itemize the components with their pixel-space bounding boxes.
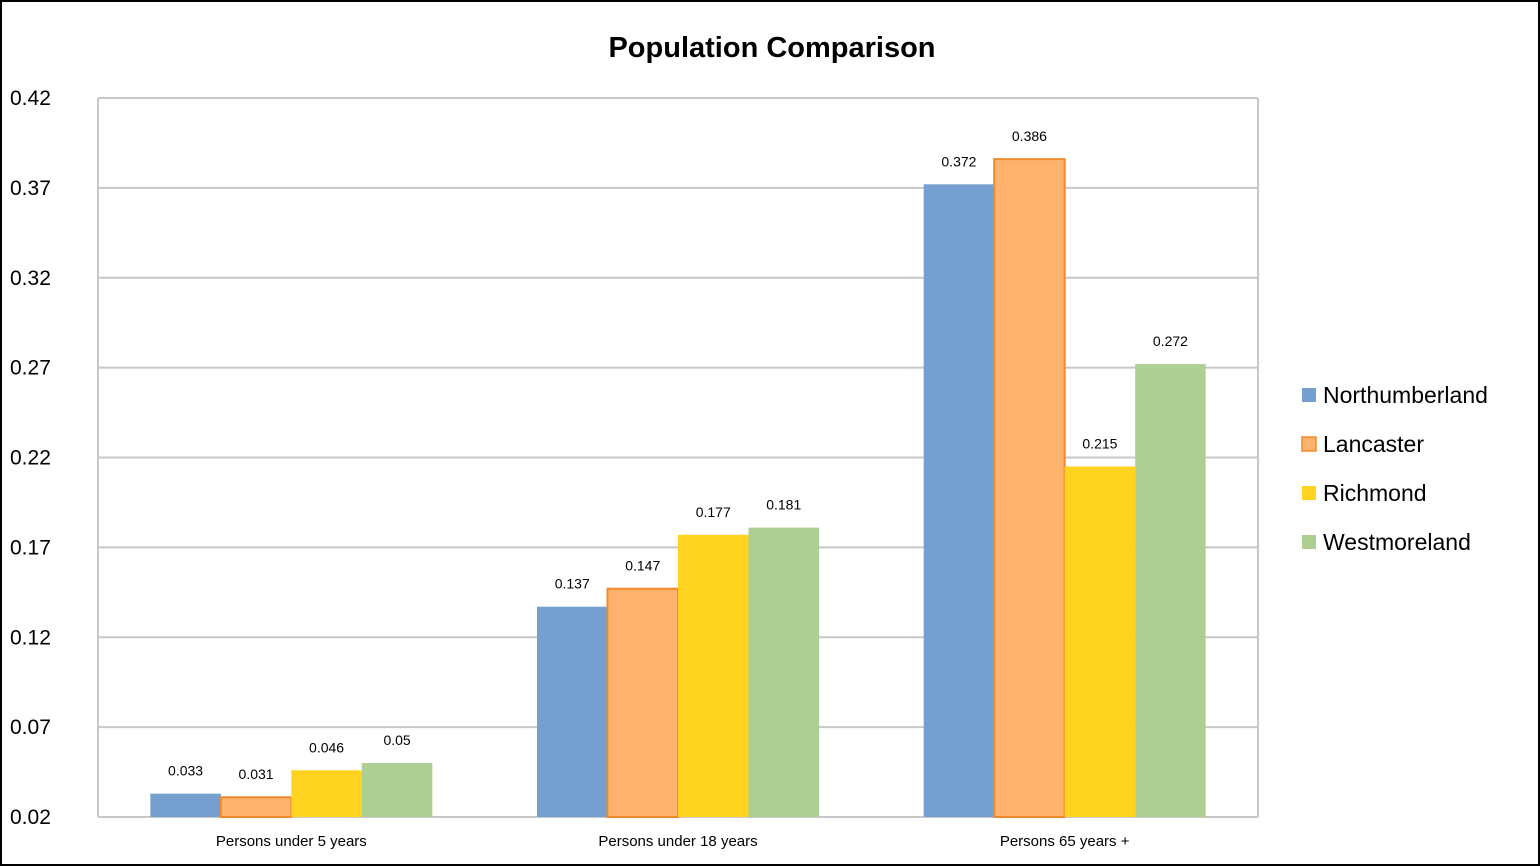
data-labels: 0.033 0.031 0.046 0.05 0.137 0.147 0.177 0.181 0… xyxy=(168,128,1188,782)
bars xyxy=(150,158,1206,819)
legend-swatch-northumberland xyxy=(1302,388,1316,402)
bar-westmoreland xyxy=(1135,364,1206,817)
x-axis-ticks: Persons under 5 years Persons under 18 ye… xyxy=(216,833,1130,850)
y-tick-label: 0.37 xyxy=(10,177,51,200)
legend-label-westmoreland: Westmoreland xyxy=(1323,529,1471,555)
chart-title: Population Comparison xyxy=(608,32,935,64)
y-tick-label: 0.42 xyxy=(10,87,51,110)
legend-swatch-westmoreland xyxy=(1302,535,1316,549)
y-tick-label: 0.27 xyxy=(10,357,51,380)
bar-richmond xyxy=(291,770,362,817)
y-tick-label: 0.12 xyxy=(10,626,51,649)
x-tick-label: Persons under 5 years xyxy=(216,833,367,850)
bar-westmoreland xyxy=(361,763,433,817)
data-label: 0.147 xyxy=(625,558,660,574)
bar-lancaster xyxy=(219,796,293,818)
legend-swatch-lancaster xyxy=(1301,436,1317,452)
data-label: 0.181 xyxy=(766,497,801,513)
bar-westmoreland xyxy=(748,527,819,817)
x-tick-label: Persons under 18 years xyxy=(598,833,757,850)
data-label: 0.372 xyxy=(941,153,976,169)
legend-label-richmond: Richmond xyxy=(1323,480,1427,506)
data-label: 0.177 xyxy=(696,504,731,520)
data-label: 0.215 xyxy=(1082,435,1117,451)
legend-label-northumberland: Northumberland xyxy=(1323,382,1488,408)
legend-label-lancaster: Lancaster xyxy=(1323,431,1424,457)
legend-swatch-richmond xyxy=(1302,486,1316,500)
y-tick-label: 0.02 xyxy=(10,806,51,829)
legend: Northumberland Lancaster Richmond Westmorel… xyxy=(1301,382,1488,555)
bar-lancaster xyxy=(993,158,1066,819)
bar-northumberland xyxy=(923,184,995,817)
y-tick-label: 0.32 xyxy=(10,267,51,290)
x-tick-label: Persons 65 years + xyxy=(1000,833,1130,850)
data-label: 0.272 xyxy=(1153,333,1188,349)
bar-northumberland xyxy=(150,793,221,817)
y-tick-label: 0.22 xyxy=(10,447,51,470)
data-label: 0.137 xyxy=(555,576,590,592)
y-axis-ticks: 0.02 0.07 0.12 0.17 0.22 0.27 0.32 0.37 0.42 xyxy=(10,87,51,829)
y-tick-label: 0.07 xyxy=(10,716,51,739)
bar-richmond xyxy=(678,534,749,817)
bar-richmond xyxy=(1064,466,1136,817)
bar-lancaster xyxy=(606,587,679,819)
data-label: 0.031 xyxy=(239,766,274,782)
data-label: 0.033 xyxy=(168,763,203,779)
y-tick-label: 0.17 xyxy=(10,536,51,559)
bar-northumberland xyxy=(537,606,608,817)
data-label: 0.05 xyxy=(383,732,410,748)
data-label: 0.046 xyxy=(309,739,344,755)
data-label: 0.386 xyxy=(1012,128,1047,144)
